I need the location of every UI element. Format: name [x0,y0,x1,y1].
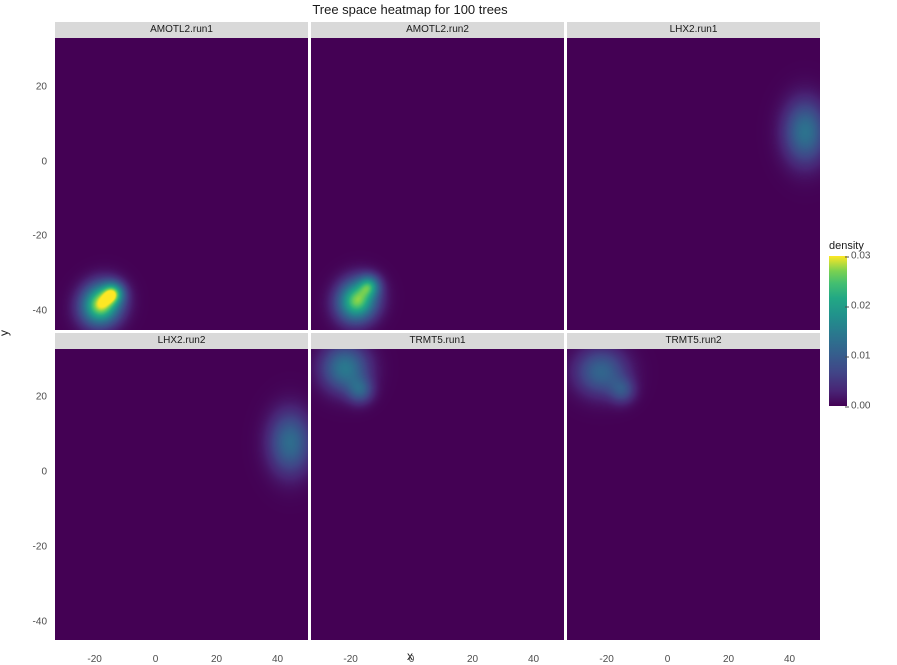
x-tick: -20 [87,654,101,665]
x-tick: 0 [153,654,159,665]
x-tick: 40 [528,654,539,665]
page: Tree space heatmap for 100 trees y x AMO… [0,0,897,665]
color-legend: density 0.000.010.020.03 [829,240,891,406]
x-tick: -20 [343,654,357,665]
facet-strip-label: AMOTL2.run1 [55,22,308,38]
facet-strip-label: TRMT5.run2 [567,333,820,349]
y-tick: -20 [33,231,47,242]
panel-plot-area: -2002040 [567,349,820,641]
facet-strip-label: LHX2.run1 [567,22,820,38]
heatmap-canvas [55,349,308,641]
legend-tick: 0.02 [851,301,870,312]
x-tick: 20 [211,654,222,665]
plot-title: Tree space heatmap for 100 trees [0,2,820,17]
facet-panel: LHX2.run1 [567,22,820,330]
facet-grid: AMOTL2.run1-40-20020AMOTL2.run2LHX2.run1… [55,22,820,640]
y-tick: 0 [41,467,47,478]
x-tick: 40 [784,654,795,665]
y-tick: 20 [36,81,47,92]
legend-tick: 0.03 [851,251,870,262]
facet-panel: TRMT5.run1-2002040 [311,333,564,641]
y-tick: 0 [41,156,47,167]
facet-panel: AMOTL2.run2 [311,22,564,330]
x-tick: 0 [665,654,671,665]
x-tick: 0 [409,654,415,665]
panel-plot-area [311,38,564,330]
facet-panel: TRMT5.run2-2002040 [567,333,820,641]
facet-strip-label: AMOTL2.run2 [311,22,564,38]
y-axis-label: y [0,330,11,336]
legend-tick: 0.01 [851,351,870,362]
heatmap-canvas [567,38,820,330]
facet-panel: AMOTL2.run1-40-20020 [55,22,308,330]
y-tick: -40 [33,616,47,627]
x-tick: 20 [723,654,734,665]
heatmap-canvas [311,349,564,641]
legend-colorbar [829,256,847,406]
y-tick: -40 [33,306,47,317]
heatmap-canvas [311,38,564,330]
x-tick: -20 [599,654,613,665]
heatmap-canvas [55,38,308,330]
facet-strip-label: TRMT5.run1 [311,333,564,349]
panel-plot-area: -40-20020 [55,38,308,330]
heatmap-canvas [567,349,820,641]
x-tick: 40 [272,654,283,665]
legend-tick: 0.00 [851,401,870,412]
facet-strip-label: LHX2.run2 [55,333,308,349]
panel-plot-area: -40-20020-2002040 [55,349,308,641]
facet-panel: LHX2.run2-40-20020-2002040 [55,333,308,641]
y-tick: 20 [36,392,47,403]
y-tick: -20 [33,541,47,552]
x-tick: 20 [467,654,478,665]
panel-plot-area [567,38,820,330]
legend-ticks: 0.000.010.020.03 [851,256,891,406]
panel-plot-area: -2002040 [311,349,564,641]
legend-body: 0.000.010.020.03 [829,256,891,406]
